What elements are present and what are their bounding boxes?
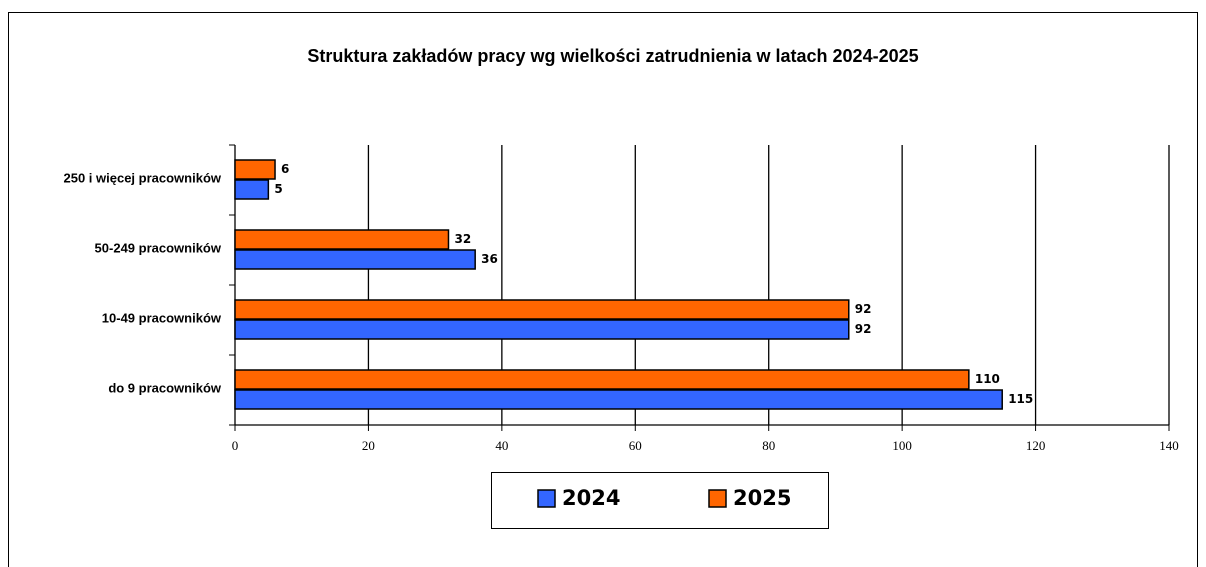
- x-tick-label: 80: [762, 438, 775, 453]
- value-label: 32: [454, 232, 471, 246]
- bar: [234, 179, 270, 200]
- bar: [234, 159, 276, 180]
- y-tick-label: 10-49 pracowników: [102, 310, 222, 325]
- chart-title: Struktura zakładów pracy wg wielkości za…: [307, 46, 918, 66]
- y-tick-label: do 9 pracowników: [108, 380, 222, 395]
- legend-label: 2024: [562, 486, 620, 510]
- value-label: 92: [855, 322, 872, 336]
- value-label: 110: [975, 372, 1000, 386]
- x-tick-label: 120: [1026, 438, 1046, 453]
- x-tick-label: 40: [495, 438, 508, 453]
- value-label: 115: [1008, 392, 1033, 406]
- legend-label: 2025: [733, 486, 791, 510]
- bar: [234, 249, 476, 270]
- bar: [234, 319, 850, 340]
- legend-swatch: [708, 489, 727, 508]
- x-tick-label: 100: [892, 438, 912, 453]
- x-tick-label: 20: [362, 438, 375, 453]
- value-label: 6: [281, 162, 289, 176]
- bar: [234, 369, 970, 390]
- bar: [234, 389, 1003, 410]
- value-label: 36: [481, 252, 498, 266]
- value-label: 92: [855, 302, 872, 316]
- legend-swatch: [537, 489, 556, 508]
- bar: [234, 229, 450, 250]
- x-tick-label: 0: [232, 438, 239, 453]
- y-tick-label: 50-249 pracowników: [95, 240, 222, 255]
- x-tick-label: 140: [1159, 438, 1179, 453]
- value-label: 5: [274, 182, 282, 196]
- x-tick-label: 60: [629, 438, 642, 453]
- y-tick-label: 250 i więcej pracowników: [63, 170, 221, 185]
- bar: [234, 299, 850, 320]
